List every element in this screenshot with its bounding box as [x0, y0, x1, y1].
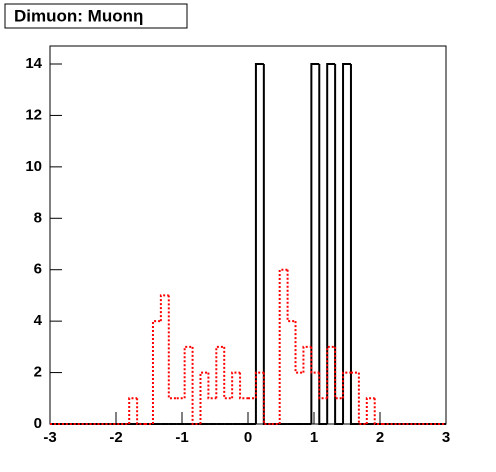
histogram-bin	[349, 64, 359, 425]
histogram-bin	[159, 294, 169, 322]
histogram-bin	[167, 295, 177, 400]
y-tick-label: 0	[34, 415, 42, 432]
y-tick-label: 10	[25, 158, 42, 175]
histogram-bin	[262, 64, 272, 425]
x-tick-label: 2	[376, 429, 384, 446]
histogram-bin	[310, 346, 320, 374]
histogram-bin	[278, 268, 288, 424]
y-tick-label: 4	[34, 312, 43, 329]
histogram-bin	[302, 345, 312, 373]
x-tick-label: 1	[310, 429, 318, 446]
y-tick-label: 14	[25, 55, 42, 72]
histogram-bin	[136, 398, 146, 425]
y-tick-label: 2	[34, 364, 42, 381]
x-tick-label: -3	[43, 429, 56, 446]
histogram-bin	[365, 397, 375, 424]
histogram-bin	[318, 372, 328, 400]
histogram-bin	[373, 398, 383, 425]
histogram-bin	[199, 371, 209, 424]
title-box	[4, 3, 188, 29]
histogram-bin	[262, 372, 272, 425]
histogram-bin	[326, 345, 336, 399]
histogram-bin	[239, 372, 248, 400]
histogram-bin	[294, 321, 304, 374]
histogram-bin	[151, 320, 161, 424]
histogram-bin	[207, 372, 217, 400]
histogram-bin	[191, 346, 201, 425]
x-tick-label: -2	[109, 429, 122, 446]
histogram-bin	[318, 64, 328, 425]
histogram-bin	[334, 346, 344, 400]
histogram-bin	[334, 64, 344, 425]
x-tick-label: 0	[244, 429, 252, 446]
histogram-bin	[223, 346, 233, 400]
histogram-bin	[286, 269, 296, 323]
chart-title: Dimuon: Muonη	[14, 6, 143, 25]
histogram-bin	[310, 63, 320, 424]
histogram-bin	[231, 371, 241, 399]
histogram-bin	[215, 345, 225, 399]
y-tick-label: 8	[34, 209, 42, 226]
histogram-bin	[342, 371, 351, 399]
histogram-bin	[254, 63, 264, 424]
y-tick-label: 12	[25, 106, 42, 123]
x-tick-label: -1	[175, 429, 188, 446]
histogram-bin	[183, 345, 193, 399]
plot-frame	[49, 45, 447, 425]
x-tick-label: 3	[442, 429, 450, 446]
histogram-bin	[357, 372, 367, 425]
y-tick-label: 6	[34, 261, 42, 278]
histogram-bin	[326, 63, 336, 424]
histogram-bin	[128, 397, 138, 424]
histogram-bin	[254, 371, 264, 399]
histogram-bin	[342, 63, 351, 424]
